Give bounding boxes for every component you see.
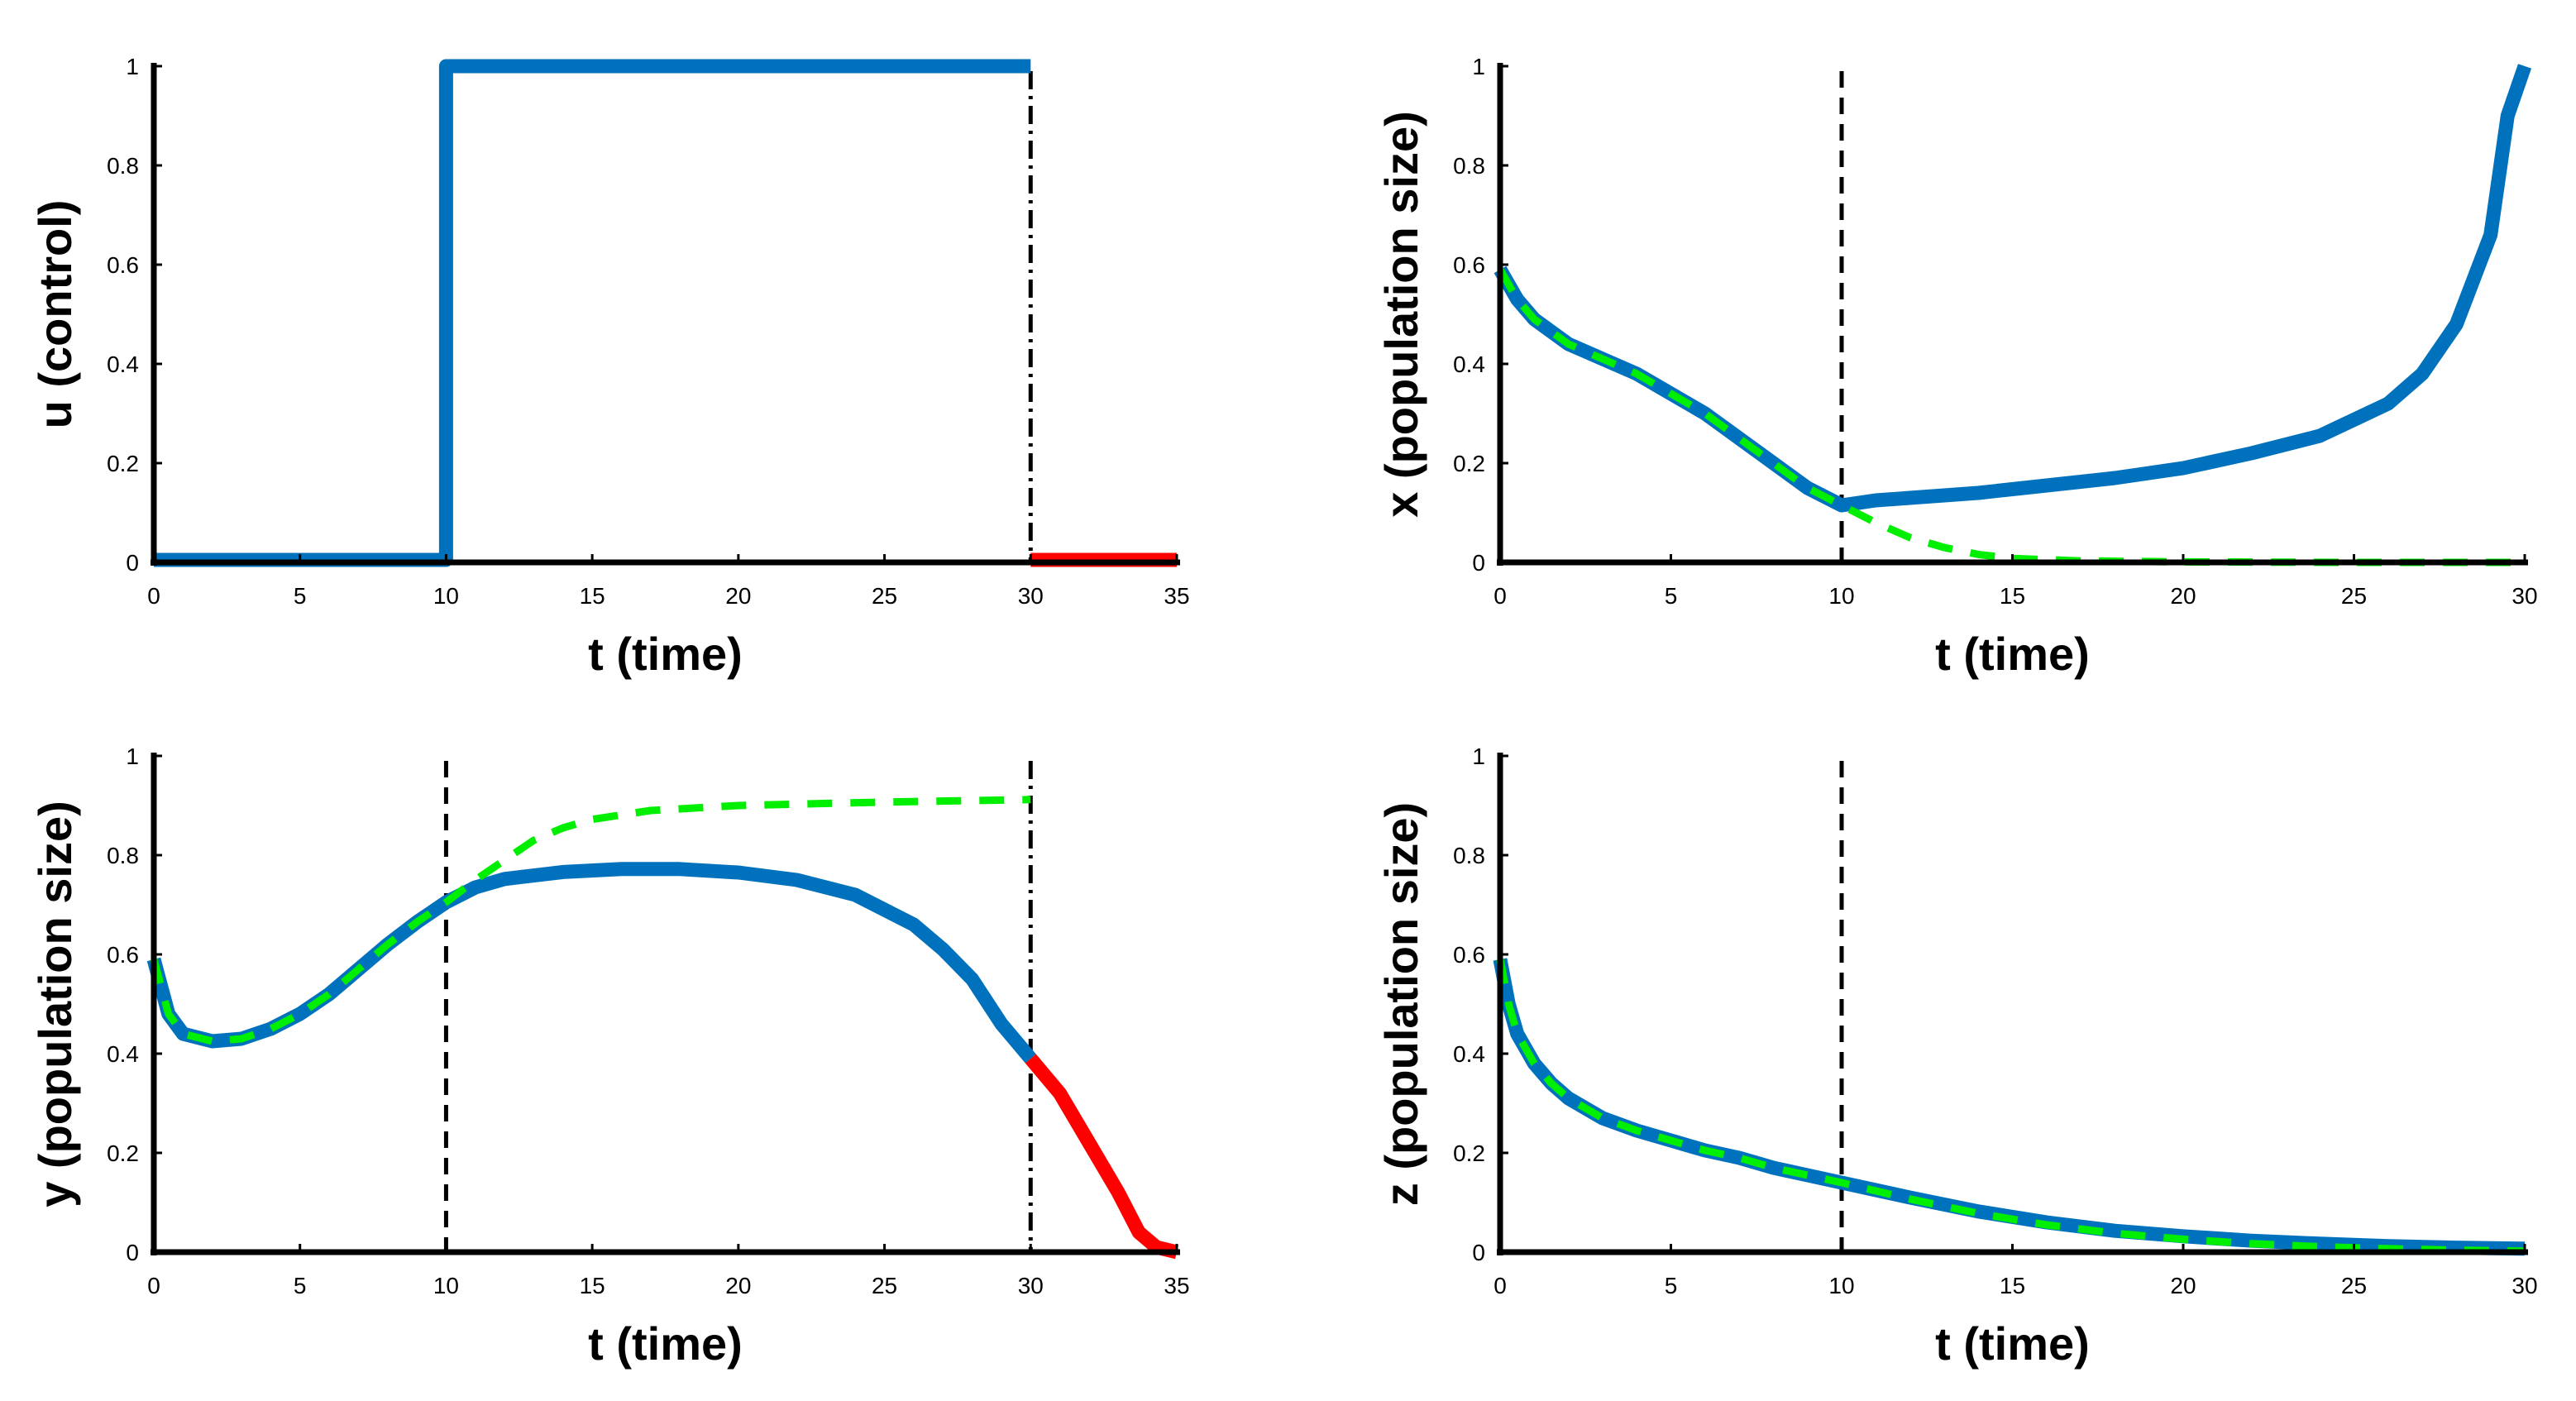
x-axis-label-u: t (time) [588,628,743,680]
y-tick-label-u-0: 0 [126,550,139,576]
x-tick-label-y-4: 20 [725,1273,751,1298]
x-tick-label-z-4: 20 [2170,1273,2196,1298]
y-tick-label-u-3: 0.6 [107,252,139,278]
x-tick-label-z-0: 0 [1494,1273,1507,1298]
panel-y: 0 5 10 15 20 25 30 35 0 0.2 0.4 0.6 0.8 1 t (time) y (p… [29,744,1190,1370]
y-tick-label-x-5: 1 [1472,54,1485,79]
y-tick-label-x-0: 0 [1472,550,1485,576]
x-tick-label-y-5: 25 [872,1273,897,1298]
y-tick-label-z-4: 0.8 [1453,843,1485,868]
x-tick-label-u-2: 10 [433,583,459,609]
x-tick-label-u-6: 30 [1018,583,1044,609]
x-axis-label-z: t (time) [1935,1317,2090,1370]
panel-z: 0 5 10 15 20 25 30 0 0.2 0.4 0.6 0.8 1 t (time) z (pop… [1375,744,2538,1370]
y-axis-label-u: u (control) [29,200,81,429]
series-u-control [154,59,1031,567]
series-z-uncontrolled [1496,959,2526,1255]
series-z-controlled [1493,958,2526,1256]
x-tick-label-y-0: 0 [147,1273,160,1298]
x-tick-label-z-5: 25 [2341,1273,2367,1298]
y-tick-label-z-5: 1 [1472,744,1485,769]
y-tick-label-x-1: 0.2 [1453,451,1485,476]
y-tick-label-z-2: 0.4 [1453,1041,1485,1067]
x-tick-label-x-3: 15 [2000,583,2025,609]
y-axis-label-y: y (population size) [29,801,81,1207]
x-axis-label-y: t (time) [588,1317,743,1370]
x-tick-label-x-2: 10 [1828,583,1854,609]
x-tick-label-u-5: 25 [872,583,897,609]
series-x-controlled [1494,64,2532,513]
x-tick-label-y-7: 35 [1164,1273,1189,1298]
x-tick-label-x-5: 25 [2341,583,2367,609]
y-tick-label-x-3: 0.6 [1453,252,1485,278]
x-tick-label-y-6: 30 [1018,1273,1044,1298]
x-tick-label-z-6: 30 [2511,1273,2537,1298]
y-tick-label-y-2: 0.4 [107,1041,139,1067]
y-tick-label-x-2: 0.4 [1453,351,1485,377]
y-axis-label-x: x (population size) [1375,111,1427,518]
x-tick-label-y-2: 10 [433,1273,459,1298]
y-tick-label-u-5: 1 [126,54,139,79]
series-y-controlled [146,862,1036,1064]
panel-x: 0 5 10 15 20 25 30 0 0.2 0.4 0.6 0.8 1 t (time) x (pop… [1375,54,2538,680]
x-axis-label-x: t (time) [1935,628,2090,680]
x-tick-label-u-1: 5 [294,583,307,609]
y-tick-label-z-1: 0.2 [1453,1140,1485,1166]
x-tick-label-u-4: 20 [725,583,751,609]
y-tick-label-y-5: 1 [126,744,139,769]
x-tick-label-x-6: 30 [2511,583,2537,609]
x-tick-label-u-7: 35 [1164,583,1189,609]
x-tick-label-x-0: 0 [1494,583,1507,609]
y-tick-label-y-1: 0.2 [107,1140,139,1166]
x-tick-label-u-0: 0 [147,583,160,609]
y-tick-label-z-3: 0.6 [1453,942,1485,968]
y-tick-label-y-4: 0.8 [107,843,139,868]
y-tick-label-u-1: 0.2 [107,451,139,476]
x-tick-label-z-1: 5 [1665,1273,1678,1298]
x-tick-label-z-2: 10 [1828,1273,1854,1298]
series-y-uncontrolled [150,796,1031,1045]
x-tick-label-y-3: 15 [580,1273,605,1298]
x-tick-label-y-1: 5 [294,1273,307,1298]
panel-u: 0 5 10 15 20 25 30 35 0 0.2 0.4 0.6 0.8 1 t (time) u (c… [29,54,1190,680]
y-tick-label-y-0: 0 [126,1240,139,1265]
y-tick-label-u-2: 0.4 [107,351,139,377]
y-tick-label-x-4: 0.8 [1453,153,1485,179]
y-tick-label-z-0: 0 [1472,1240,1485,1265]
y-tick-label-u-4: 0.8 [107,153,139,179]
x-tick-label-x-1: 5 [1665,583,1678,609]
x-tick-label-u-3: 15 [580,583,605,609]
y-tick-label-y-3: 0.6 [107,942,139,968]
x-tick-label-z-3: 15 [2000,1273,2025,1298]
y-axis-label-z: z (population size) [1375,802,1427,1206]
x-tick-label-x-4: 20 [2170,583,2196,609]
series-y-post-treatment [1025,1054,1179,1260]
